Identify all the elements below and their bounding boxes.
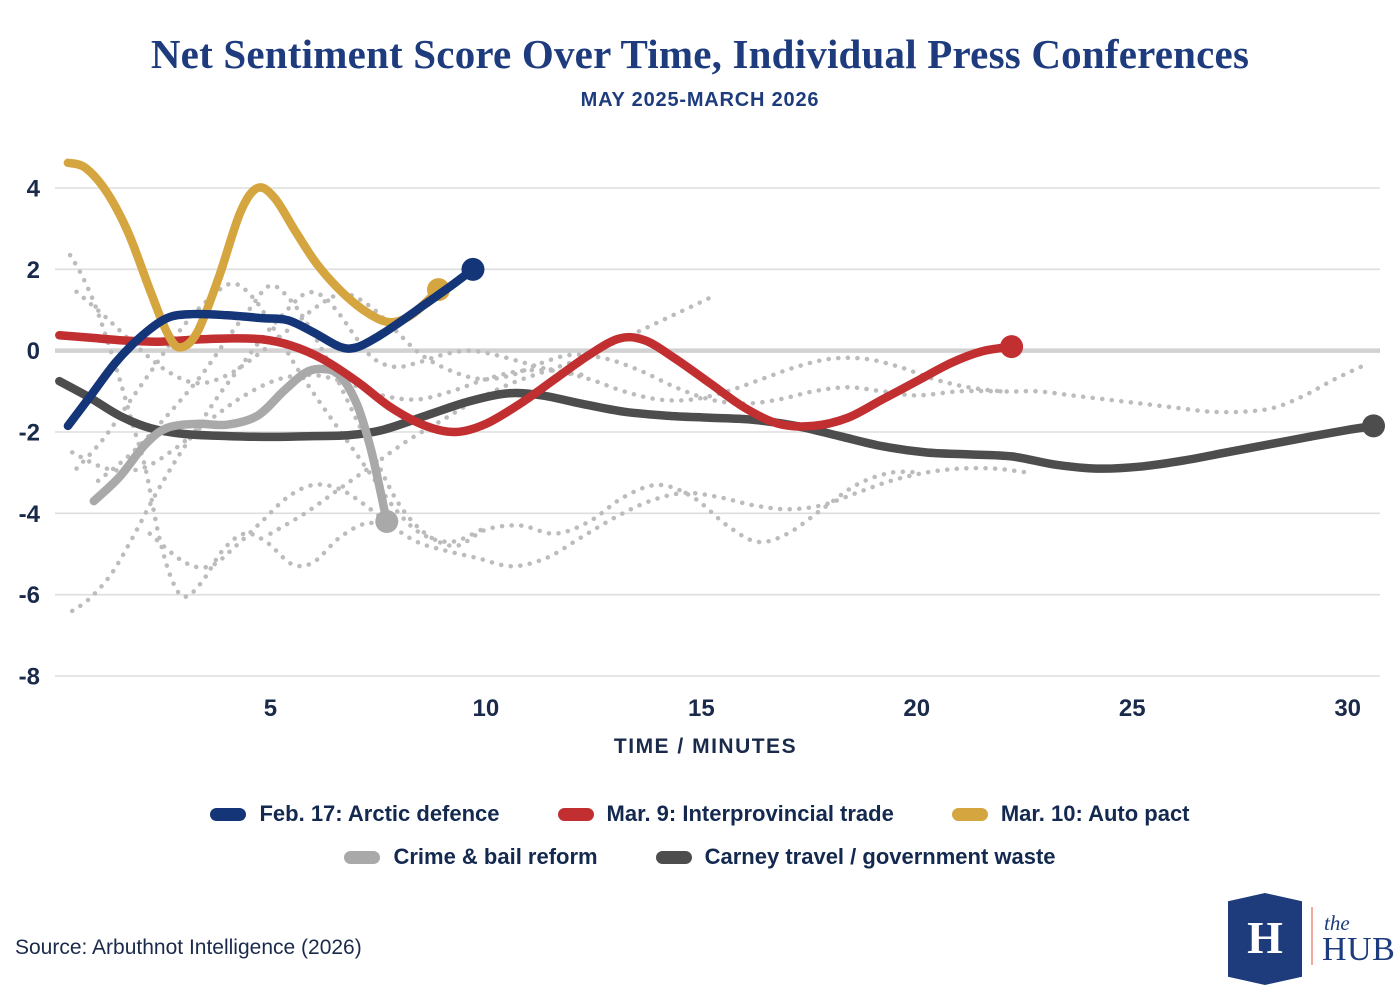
series-carney-travel-end-dot bbox=[1362, 414, 1386, 438]
legend-swatch-gold bbox=[951, 807, 988, 821]
x-tick-label: 30 bbox=[1334, 695, 1361, 722]
chart-legend: Feb. 17: Arctic defence Mar. 9: Interpro… bbox=[0, 801, 1400, 870]
legend-swatch-blue bbox=[210, 807, 247, 821]
legend-item-auto-pact: Mar. 10: Auto pact bbox=[951, 801, 1190, 827]
y-tick-label: -2 bbox=[19, 420, 40, 447]
y-tick-label: 4 bbox=[27, 176, 41, 203]
series-interprovincial-trade-end-dot bbox=[1000, 335, 1024, 359]
legend-swatch-dark-gray bbox=[655, 850, 692, 864]
series-carney-travel bbox=[55, 376, 1378, 473]
x-tick-label: 5 bbox=[264, 695, 277, 722]
y-tick-label: 0 bbox=[27, 338, 40, 365]
series-crime-bail-reform-end-dot bbox=[375, 509, 399, 533]
series-interprovincial-trade bbox=[55, 330, 1016, 437]
y-tick-label: -8 bbox=[19, 664, 40, 691]
legend-swatch-light-gray bbox=[344, 850, 381, 864]
series-unlabeled-dotted-5 bbox=[95, 283, 924, 549]
series-arctic-defence-end-dot bbox=[461, 257, 485, 281]
x-tick-label: 15 bbox=[688, 695, 715, 722]
series-crime-bail-reform bbox=[89, 364, 392, 526]
legend-label: Mar. 10: Auto pact bbox=[1000, 801, 1190, 826]
x-axis-title: TIME / MINUTES bbox=[614, 735, 797, 758]
legend-item-arctic-defence: Feb. 17: Arctic defence bbox=[210, 801, 500, 827]
x-tick-label: 25 bbox=[1119, 695, 1146, 722]
y-tick-label: -4 bbox=[19, 501, 41, 528]
logo-the: the bbox=[1324, 911, 1350, 935]
series-unlabeled-dotted-2 bbox=[69, 289, 588, 614]
legend-item-interprovincial-trade: Mar. 9: Interprovincial trade bbox=[557, 801, 894, 827]
series-unlabeled-dotted-1 bbox=[67, 252, 390, 599]
x-tick-label: 20 bbox=[903, 695, 930, 722]
hub-monogram: H bbox=[1247, 912, 1283, 963]
logo-name: HUB bbox=[1322, 931, 1396, 968]
legend-row-2: Crime & bail reform Carney travel / gove… bbox=[344, 844, 1056, 870]
chart-title: Net Sentiment Score Over Time, Individua… bbox=[150, 31, 1250, 77]
legend-label: Feb. 17: Arctic defence bbox=[259, 801, 500, 826]
chart-subtitle: MAY 2025-MARCH 2026 bbox=[580, 89, 820, 111]
logo-divider bbox=[1311, 907, 1313, 965]
series-arctic-defence bbox=[63, 265, 478, 431]
legend-item-carney-travel: Carney travel / government waste bbox=[655, 844, 1056, 870]
legend-row-1: Feb. 17: Arctic defence Mar. 9: Interpro… bbox=[210, 801, 1190, 827]
series-unlabeled-dotted-8 bbox=[147, 465, 1032, 570]
series-unlabeled-dotted-6 bbox=[74, 281, 484, 545]
legend-label: Carney travel / government waste bbox=[704, 844, 1056, 869]
source-credit: Source: Arbuthnot Intelligence (2026) bbox=[15, 936, 362, 959]
legend-label: Crime & bail reform bbox=[393, 844, 598, 869]
hub-flag-icon: H bbox=[1228, 893, 1302, 985]
series-unlabeled-dotted-4 bbox=[268, 293, 717, 536]
x-tick-label: 10 bbox=[473, 695, 500, 722]
y-tick-label: 2 bbox=[27, 257, 40, 284]
hub-logo: H the HUB bbox=[1228, 893, 1400, 985]
series-auto-pact bbox=[63, 158, 443, 352]
y-tick-label: -6 bbox=[19, 582, 40, 609]
legend-label: Mar. 9: Interprovincial trade bbox=[606, 801, 894, 826]
legend-swatch-red bbox=[557, 807, 594, 821]
legend-item-crime-bail-reform: Crime & bail reform bbox=[344, 844, 598, 870]
series-unlabeled-dotted-7 bbox=[74, 289, 1006, 406]
